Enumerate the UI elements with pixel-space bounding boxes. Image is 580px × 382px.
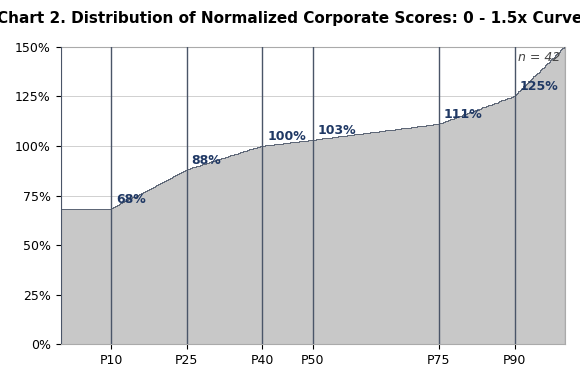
Polygon shape — [60, 47, 565, 344]
Text: 68%: 68% — [116, 193, 146, 206]
Text: 111%: 111% — [444, 108, 483, 121]
Text: Chart 2. Distribution of Normalized Corporate Scores: 0 - 1.5x Curve: Chart 2. Distribution of Normalized Corp… — [0, 11, 580, 26]
Text: n = 42: n = 42 — [517, 51, 560, 64]
Text: 125%: 125% — [520, 80, 559, 93]
Text: 103%: 103% — [318, 124, 357, 137]
Text: 88%: 88% — [192, 154, 222, 167]
Text: 100%: 100% — [267, 130, 306, 143]
